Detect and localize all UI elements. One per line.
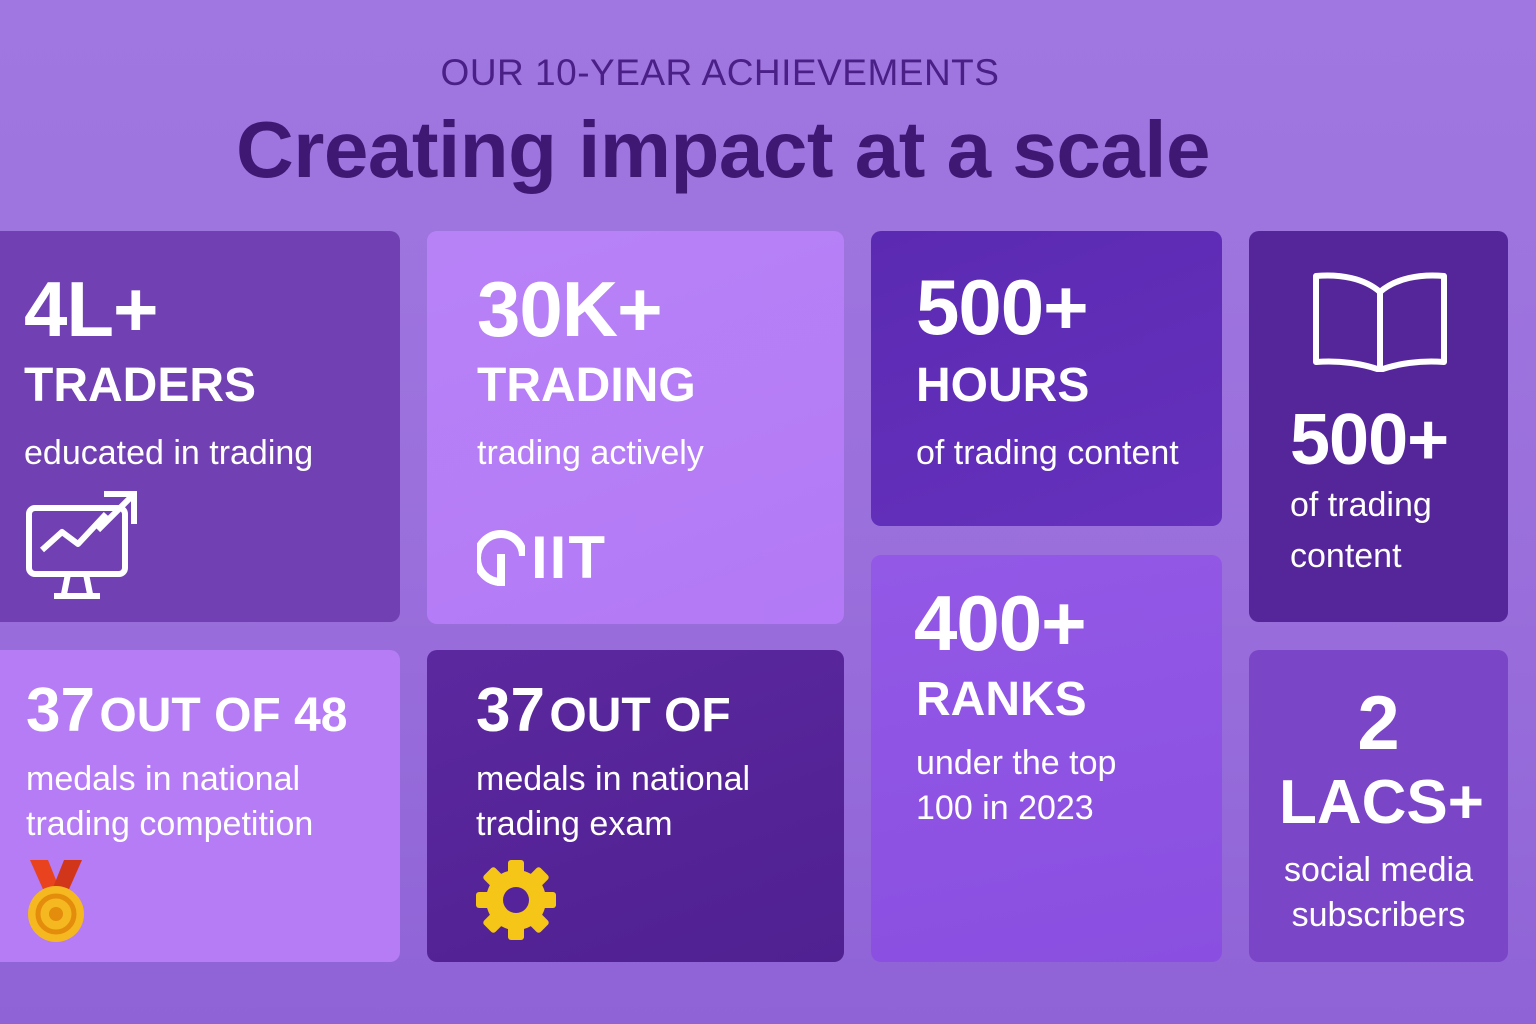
trading-value: 30K+	[477, 265, 663, 353]
traders-label: TRADERS	[24, 359, 257, 412]
open-book-icon	[1313, 272, 1447, 372]
social-label: LACS+	[1279, 768, 1484, 837]
iit-logo-text: IIT	[531, 524, 607, 591]
social-value: 2	[1357, 681, 1400, 766]
exam-caption-line1: medals in national	[476, 760, 751, 798]
iit-logo: IIT	[477, 524, 607, 591]
iit-logo-mark	[477, 530, 525, 586]
exam-value: 37	[476, 676, 545, 745]
traders-value: 4L+	[24, 265, 159, 353]
traders-caption: educated in trading	[24, 434, 314, 472]
eyebrow-text: OUR 10-YEAR ACHIEVEMENTS	[440, 52, 1000, 93]
hours-value: 500+	[916, 263, 1089, 351]
hours-label: HOURS	[916, 359, 1090, 412]
content-caption-line1: of trading	[1290, 486, 1432, 524]
stat-card-social	[1249, 650, 1508, 962]
medal-icon	[28, 860, 84, 942]
stat-card-trading	[427, 231, 844, 624]
content-caption-line2: content	[1290, 537, 1402, 575]
gear-icon	[476, 860, 556, 940]
competition-caption-line1: medals in national	[26, 760, 301, 798]
content-value: 500+	[1290, 400, 1449, 480]
competition-value: 37	[26, 676, 95, 745]
ranks-label: RANKS	[916, 673, 1087, 726]
trading-label: TRADING	[477, 359, 696, 412]
ranks-value: 400+	[914, 579, 1087, 667]
stat-card-traders	[0, 231, 400, 622]
social-caption-line1: social media	[1284, 851, 1473, 889]
exam-headline: 37 OUT OF	[476, 680, 731, 742]
exam-outof: OUT OF	[549, 689, 731, 742]
chart-monitor-icon	[26, 491, 137, 599]
ranks-caption-line2: 100 in 2023	[916, 789, 1094, 827]
exam-caption-line2: trading exam	[476, 805, 673, 843]
competition-caption-line2: trading competition	[26, 805, 314, 843]
competition-outof: OUT OF 48	[99, 689, 348, 742]
hours-caption: of trading content	[916, 434, 1179, 472]
trading-caption: trading actively	[477, 434, 704, 472]
stat-card-hours	[871, 231, 1222, 526]
page-title: Creating impact at a scale	[235, 105, 1211, 194]
ranks-caption-line1: under the top	[916, 744, 1117, 782]
stat-card-ranks	[871, 555, 1222, 962]
social-caption-line2: subscribers	[1291, 896, 1466, 934]
competition-headline: 37 OUT OF 48	[26, 680, 347, 742]
